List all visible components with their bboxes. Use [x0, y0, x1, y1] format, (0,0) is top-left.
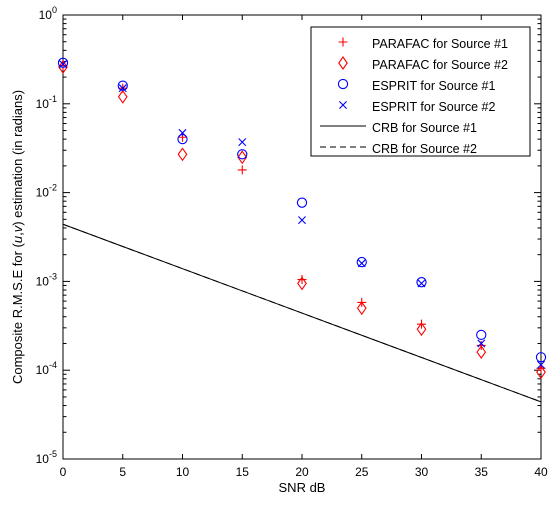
crb-lines — [62, 223, 542, 403]
legend-label-crb-1: CRB for Source #1 — [372, 121, 477, 135]
data-point — [296, 197, 308, 208]
y-axis-label-u: u — [10, 236, 25, 243]
legend-symbol — [338, 37, 348, 47]
data-point — [59, 60, 67, 69]
data-point — [416, 322, 427, 337]
data-point — [177, 133, 188, 145]
data-point — [297, 276, 307, 291]
data-point — [476, 329, 487, 341]
data-point — [57, 57, 69, 68]
legend-label-esprit-2: ESPRIT for Source #2 — [372, 100, 495, 114]
data-point — [357, 259, 366, 268]
data-point — [536, 365, 546, 380]
legend-label-parafac-2: PARAFAC for Source #2 — [372, 58, 508, 72]
x-tick-label: 10 — [176, 465, 190, 479]
data-point — [178, 128, 187, 137]
series-4 — [59, 60, 545, 369]
x-tick-labels: 0 5 10 15 20 25 30 35 40 — [60, 465, 548, 479]
data-point — [416, 277, 427, 288]
y-axis-label-post: ) estimation (in radians) — [10, 90, 25, 226]
y-tick-label: 10-3 — [36, 271, 57, 288]
x-tick-label: 25 — [355, 465, 369, 479]
axis-ticks — [62, 14, 542, 460]
data-point — [238, 138, 247, 147]
legend-label-parafac-1: PARAFAC for Source #1 — [372, 37, 508, 51]
y-axis-label: Composite R.M.S.E for (u,v) estimation (… — [10, 90, 25, 384]
data-markers — [57, 57, 547, 380]
data-point — [237, 150, 248, 165]
legend-symbol — [337, 78, 349, 90]
y-tick-label: 10-4 — [36, 360, 57, 377]
data-point — [237, 165, 247, 175]
y-tick-label: 10-5 — [36, 449, 57, 466]
x-tick-label: 35 — [475, 465, 489, 479]
x-tick-label: 5 — [119, 465, 126, 479]
data-point — [535, 352, 547, 363]
series-2 — [58, 59, 546, 380]
series-3 — [57, 57, 547, 363]
y-tick-label: 100 — [39, 5, 57, 22]
x-tick-label: 15 — [236, 465, 250, 479]
y-tick-label: 10-1 — [36, 94, 57, 111]
data-point — [58, 59, 68, 74]
data-point — [117, 89, 128, 104]
data-point — [417, 279, 426, 288]
legend-symbol — [338, 56, 348, 70]
data-point — [417, 319, 426, 329]
x-tick-label: 20 — [295, 465, 309, 479]
data-point — [477, 339, 486, 348]
legend-box — [310, 26, 531, 157]
legend-symbols — [320, 37, 366, 148]
data-point — [237, 149, 248, 160]
y-tick-label: 10-2 — [36, 183, 57, 200]
data-point — [117, 80, 128, 91]
y-axis-label-v: v — [10, 224, 25, 232]
y-axis-label-comma: , — [10, 232, 25, 236]
y-tick-labels: 100 10-1 10-2 10-3 10-4 10-5 — [36, 5, 57, 466]
y-axis-label-pre: Composite R.M.S.E for ( — [10, 242, 25, 384]
data-point — [537, 360, 545, 369]
legend: PARAFAC for Source #1 PARAFAC for Source… — [310, 26, 531, 157]
data-point — [356, 256, 367, 268]
legend-label-esprit-1: ESPRIT for Source #1 — [372, 79, 495, 93]
data-point — [177, 147, 188, 162]
data-point — [356, 301, 367, 316]
x-tick-label: 30 — [415, 465, 429, 479]
crb-line-2 — [62, 223, 542, 403]
x-axis-label: SNR dB — [279, 480, 326, 495]
legend-label-crb-2: CRB for Source #2 — [372, 142, 477, 156]
data-point — [476, 345, 487, 360]
x-tick-label: 0 — [60, 465, 67, 479]
legend-symbol — [339, 101, 347, 109]
x-tick-label: 40 — [534, 465, 548, 479]
data-point — [118, 84, 127, 93]
data-point — [298, 216, 306, 225]
